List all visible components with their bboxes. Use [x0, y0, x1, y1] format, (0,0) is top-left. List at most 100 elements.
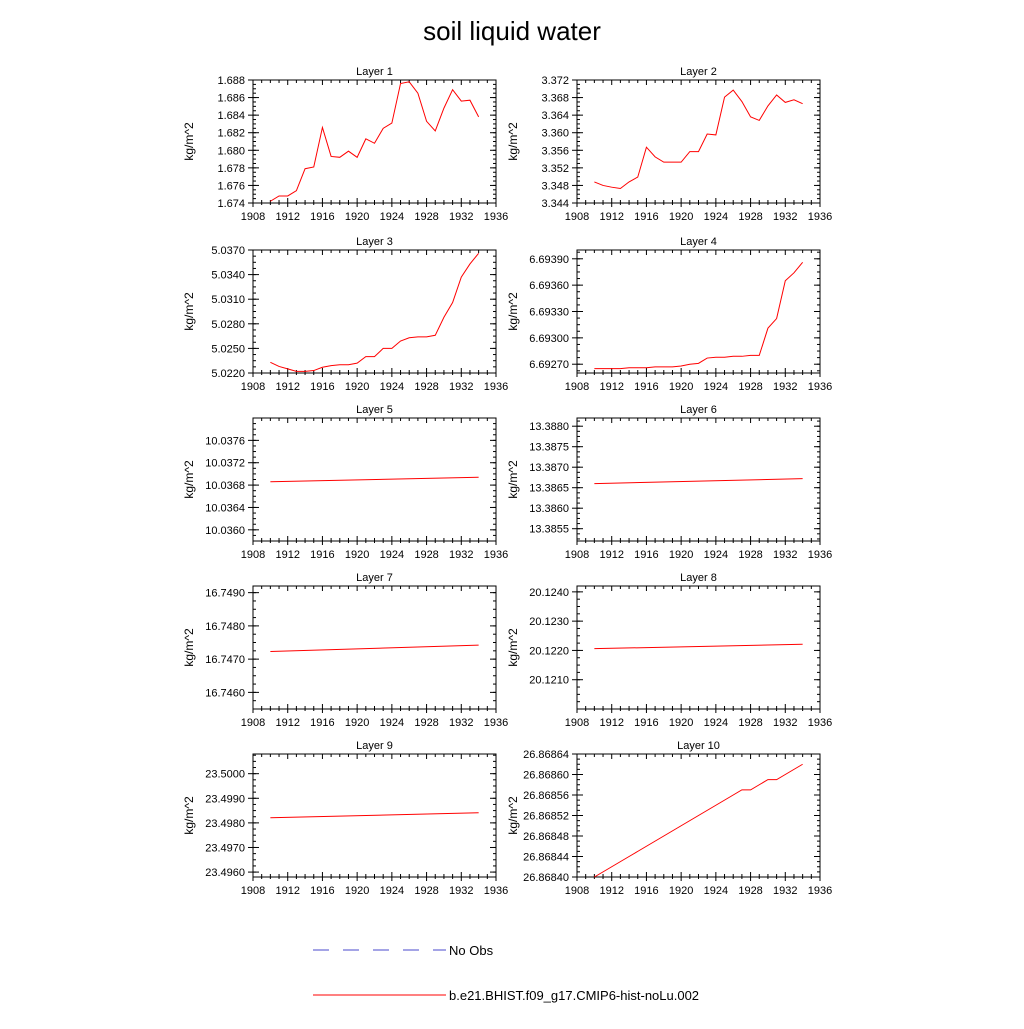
panel-layer-8: Layer 8 kg/m^2 1908 1912 1916 1920 1924 1928 193… [506, 572, 832, 729]
y-tick-label: 6.69360 [529, 280, 569, 292]
panel-layer-4: Layer 4 kg/m^2 1908 1912 1916 1920 1924 1928 193… [506, 236, 832, 393]
x-tick-label: 1916 [310, 885, 334, 897]
y-axis-label: kg/m^2 [506, 460, 520, 499]
x-tick-label: 1936 [808, 211, 832, 223]
plot-frame [576, 585, 821, 710]
y-tick-label: 6.69300 [529, 333, 569, 345]
x-tick-label: 1920 [345, 549, 369, 561]
series-line [270, 252, 480, 372]
x-tick-label: 1916 [310, 549, 334, 561]
x-tick-label: 1924 [704, 211, 728, 223]
y-tick-label: 5.0280 [211, 319, 245, 331]
y-tick-label: 3.368 [541, 93, 569, 105]
y-tick-label: 10.0368 [205, 480, 245, 492]
y-tick-label: 26.86844 [523, 852, 569, 864]
panel-title: Layer 10 [677, 740, 720, 752]
x-tick-label: 1916 [634, 549, 658, 561]
y-tick-label: 20.1240 [529, 587, 569, 599]
y-tick-label: 1.680 [217, 145, 245, 157]
y-tick-label: 1.684 [217, 110, 245, 122]
x-tick-label: 1916 [310, 381, 334, 393]
series-line [594, 89, 803, 190]
x-tick-label: 1908 [565, 381, 589, 393]
panel-layer-1: Layer 1 kg/m^2 1908 1912 1916 1920 1924 1928 193… [182, 66, 508, 223]
y-tick-label: 26.86864 [523, 749, 569, 761]
series-line [270, 476, 479, 483]
legend-obs-label: No Obs [449, 943, 494, 958]
panel-title: Layer 4 [680, 236, 717, 248]
x-tick-label: 1920 [345, 885, 369, 897]
x-tick-label: 1920 [345, 211, 369, 223]
x-tick-label: 1912 [599, 885, 623, 897]
panel-title: Layer 1 [356, 66, 393, 78]
x-tick-label: 1924 [380, 381, 404, 393]
x-tick-label: 1912 [599, 717, 623, 729]
x-tick-label: 1908 [241, 717, 265, 729]
x-tick-label: 1936 [808, 381, 832, 393]
y-tick-label: 16.7480 [205, 621, 245, 633]
y-tick-label: 6.69390 [529, 254, 569, 266]
x-tick-label: 1936 [484, 717, 508, 729]
x-tick-label: 1924 [704, 381, 728, 393]
y-tick-label: 1.686 [217, 93, 245, 105]
x-tick-label: 1928 [738, 549, 762, 561]
series-line [594, 478, 803, 485]
panel-title: Layer 7 [356, 572, 393, 584]
x-tick-label: 1916 [310, 211, 334, 223]
y-tick-label: 3.352 [541, 163, 569, 175]
x-tick-label: 1932 [773, 211, 797, 223]
panel-title: Layer 8 [680, 572, 717, 584]
panel-title: Layer 3 [356, 236, 393, 248]
panel-layer-3: Layer 3 kg/m^2 1908 1912 1916 1920 1924 1928 193… [182, 236, 508, 393]
x-tick-label: 1928 [738, 885, 762, 897]
y-axis-label: kg/m^2 [506, 796, 520, 835]
legend-model-label: b.e21.BHIST.f09_g17.CMIP6-hist-noLu.002 [449, 988, 699, 1003]
x-tick-label: 1928 [738, 717, 762, 729]
x-tick-label: 1928 [414, 885, 438, 897]
y-tick-label: 13.3865 [529, 483, 569, 495]
y-tick-label: 20.1220 [529, 645, 569, 657]
y-tick-label: 26.86852 [523, 811, 569, 823]
y-tick-label: 16.7470 [205, 654, 245, 666]
x-tick-label: 1932 [449, 211, 473, 223]
y-tick-label: 1.676 [217, 180, 245, 192]
y-tick-label: 13.3870 [529, 462, 569, 474]
panel-title: Layer 5 [356, 404, 393, 416]
x-tick-label: 1928 [414, 717, 438, 729]
x-tick-label: 1908 [565, 211, 589, 223]
x-tick-label: 1936 [808, 549, 832, 561]
x-tick-label: 1924 [380, 549, 404, 561]
y-tick-label: 13.3855 [529, 524, 569, 536]
y-tick-label: 1.688 [217, 75, 245, 87]
y-tick-label: 3.344 [541, 198, 569, 210]
x-tick-label: 1912 [275, 549, 299, 561]
y-tick-label: 3.356 [541, 145, 569, 157]
y-tick-label: 1.678 [217, 163, 245, 175]
series-line [594, 261, 804, 370]
series-line [594, 763, 803, 878]
x-tick-label: 1920 [669, 211, 693, 223]
x-tick-label: 1908 [565, 885, 589, 897]
plot-frame [252, 249, 497, 374]
x-tick-label: 1928 [738, 381, 762, 393]
panel-layer-5: Layer 5 kg/m^2 1908 1912 1916 1920 1924 1928 193… [182, 404, 508, 561]
x-tick-label: 1912 [599, 211, 623, 223]
plot-frame [576, 79, 821, 204]
y-tick-label: 20.1210 [529, 675, 569, 687]
y-tick-label: 20.1230 [529, 616, 569, 628]
x-tick-label: 1936 [484, 549, 508, 561]
y-tick-label: 13.3875 [529, 442, 569, 454]
x-tick-label: 1932 [773, 717, 797, 729]
x-tick-label: 1912 [275, 885, 299, 897]
x-tick-label: 1908 [241, 211, 265, 223]
x-tick-label: 1928 [414, 549, 438, 561]
panel-layer-2: Layer 2 kg/m^2 1908 1912 1916 1920 1924 1928 193… [506, 66, 832, 223]
x-tick-label: 1924 [380, 717, 404, 729]
x-tick-label: 1932 [773, 885, 797, 897]
y-axis-label: kg/m^2 [182, 122, 196, 161]
x-tick-label: 1912 [275, 717, 299, 729]
x-tick-label: 1920 [669, 381, 693, 393]
panel-layer-9: Layer 9 kg/m^2 1908 1912 1916 1920 1924 1928 193… [182, 740, 508, 897]
y-tick-label: 26.86860 [523, 770, 569, 782]
